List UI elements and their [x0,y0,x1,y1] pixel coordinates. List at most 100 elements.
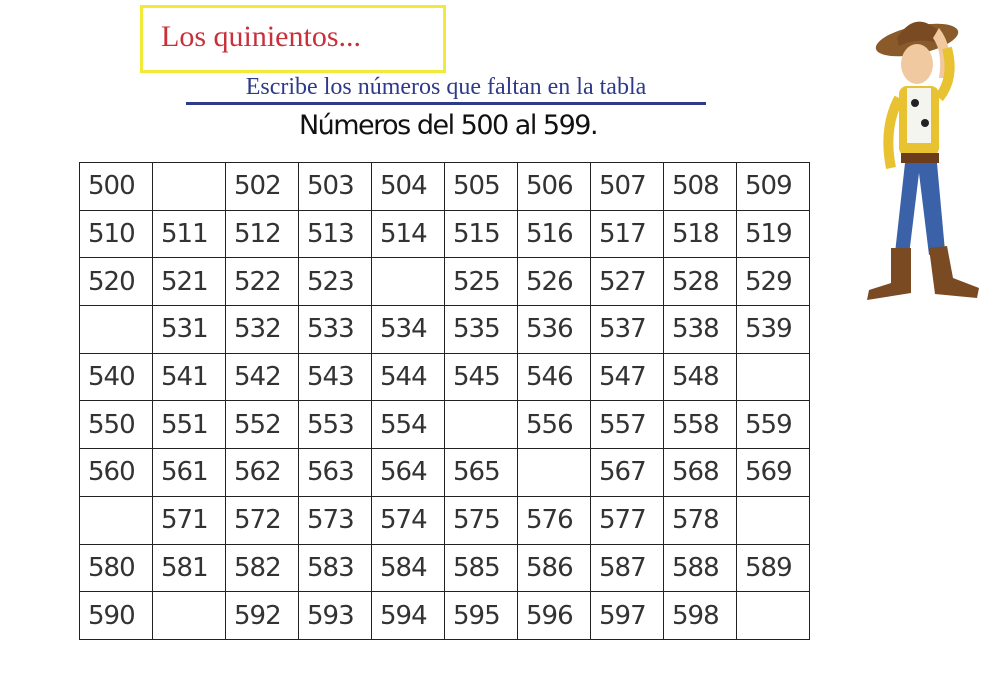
instructions: Escribe los números que faltan en la tab… [186,72,706,105]
number-table: 500 502 503 504 505 506 507 508 509 510 511 512 513 5… [79,162,810,640]
blank-cell[interactable] [736,352,810,402]
number-cell: 587 [590,543,664,593]
number-cell: 553 [298,400,372,450]
number-cell: 574 [371,495,445,545]
number-cell: 532 [225,305,299,354]
number-cell: 527 [590,257,664,307]
blank-cell[interactable] [152,591,226,640]
blank-cell[interactable] [152,162,226,211]
number-cell: 506 [517,162,591,211]
title-box: Los quinientos... [140,5,446,73]
number-cell: 556 [517,400,591,450]
number-cell: 541 [152,352,226,402]
number-cell: 582 [225,543,299,593]
number-cell: 561 [152,448,226,497]
blank-cell[interactable] [736,591,810,640]
number-cell: 505 [444,162,518,211]
number-cell: 589 [736,543,810,593]
number-cell: 563 [298,448,372,497]
number-cell: 504 [371,162,445,211]
number-cell: 513 [298,209,372,259]
worksheet-title: Los quinientos... [161,20,361,53]
number-cell: 521 [152,257,226,307]
number-cell: 545 [444,352,518,402]
number-cell: 522 [225,257,299,307]
blank-cell[interactable] [371,257,445,307]
table-row: 571 572 573 574 575 576 577 578 [79,495,810,545]
number-cell: 508 [663,162,737,211]
number-cell: 509 [736,162,810,211]
number-cell: 537 [590,305,664,354]
number-cell: 536 [517,305,591,354]
number-cell: 581 [152,543,226,593]
number-cell: 571 [152,495,226,545]
number-cell: 518 [663,209,737,259]
blank-cell[interactable] [79,305,153,354]
number-cell: 568 [663,448,737,497]
number-cell: 519 [736,209,810,259]
number-cell: 533 [298,305,372,354]
number-cell: 512 [225,209,299,259]
table-row: 590 592 593 594 595 596 597 598 [79,591,810,640]
number-cell: 538 [663,305,737,354]
number-cell: 585 [444,543,518,593]
blank-cell[interactable] [79,495,153,545]
number-cell: 502 [225,162,299,211]
number-cell: 558 [663,400,737,450]
number-cell: 529 [736,257,810,307]
number-cell: 594 [371,591,445,640]
number-cell: 544 [371,352,445,402]
number-cell: 592 [225,591,299,640]
number-cell: 578 [663,495,737,545]
number-cell: 525 [444,257,518,307]
number-cell: 593 [298,591,372,640]
number-cell: 516 [517,209,591,259]
number-cell: 546 [517,352,591,402]
number-cell: 596 [517,591,591,640]
number-cell: 542 [225,352,299,402]
number-cell: 565 [444,448,518,497]
number-cell: 557 [590,400,664,450]
number-cell: 567 [590,448,664,497]
number-cell: 547 [590,352,664,402]
number-cell: 598 [663,591,737,640]
number-cell: 572 [225,495,299,545]
number-cell: 590 [79,591,153,640]
number-cell: 584 [371,543,445,593]
number-cell: 528 [663,257,737,307]
blank-cell[interactable] [736,495,810,545]
number-cell: 548 [663,352,737,402]
number-cell: 562 [225,448,299,497]
blank-cell[interactable] [444,400,518,450]
number-cell: 515 [444,209,518,259]
number-cell: 586 [517,543,591,593]
number-cell: 560 [79,448,153,497]
number-cell: 526 [517,257,591,307]
number-cell: 507 [590,162,664,211]
number-cell: 550 [79,400,153,450]
number-cell: 520 [79,257,153,307]
number-cell: 597 [590,591,664,640]
number-cell: 535 [444,305,518,354]
number-cell: 580 [79,543,153,593]
number-cell: 503 [298,162,372,211]
number-cell: 540 [79,352,153,402]
table-row: 531 532 533 534 535 536 537 538 539 [79,305,810,354]
number-cell: 559 [736,400,810,450]
number-cell: 539 [736,305,810,354]
number-cell: 523 [298,257,372,307]
number-cell: 514 [371,209,445,259]
table-row: 540 541 542 543 544 545 546 547 548 [79,352,810,402]
number-cell: 569 [736,448,810,497]
number-cell: 577 [590,495,664,545]
number-cell: 573 [298,495,372,545]
number-cell: 517 [590,209,664,259]
number-cell: 500 [79,162,153,211]
blank-cell[interactable] [517,448,591,497]
table-row: 510 511 512 513 514 515 516 517 518 519 [79,209,810,259]
table-row: 580 581 582 583 584 585 586 587 588 589 [79,543,810,593]
number-cell: 576 [517,495,591,545]
number-cell: 588 [663,543,737,593]
table-row: 520 521 522 523 525 526 527 528 529 [79,257,810,307]
number-cell: 551 [152,400,226,450]
